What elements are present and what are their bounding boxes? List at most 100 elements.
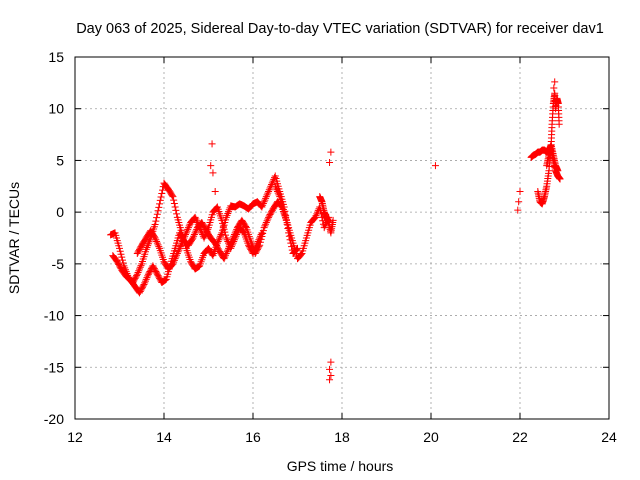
data-point <box>259 201 267 209</box>
data-point <box>555 120 563 128</box>
data-point <box>201 232 209 240</box>
data-point <box>150 233 158 241</box>
data-point <box>253 241 261 249</box>
data-point <box>192 215 200 223</box>
data-point <box>154 207 162 215</box>
data-point <box>273 186 281 194</box>
data-point <box>262 193 270 201</box>
data-point <box>258 229 266 237</box>
data-point <box>211 187 219 195</box>
data-point <box>116 244 123 252</box>
data-point <box>253 239 261 247</box>
data-point <box>268 179 276 187</box>
data-point <box>202 231 210 239</box>
data-point <box>230 236 238 244</box>
data-point <box>173 210 181 218</box>
data-point <box>157 193 165 201</box>
data-point <box>213 204 221 212</box>
data-point <box>190 232 198 240</box>
data-point <box>261 196 269 204</box>
data-point <box>514 206 522 214</box>
data-point <box>550 84 558 92</box>
data-point <box>217 231 225 239</box>
data-point <box>154 241 162 249</box>
data-point <box>215 236 223 244</box>
data-point <box>262 218 270 226</box>
data-point <box>191 229 199 237</box>
data-point <box>314 208 322 216</box>
data-point <box>182 231 190 239</box>
data-point <box>141 277 149 285</box>
data-point <box>220 225 228 233</box>
data-point <box>209 169 217 177</box>
x-tick-labels: 12 14 16 18 20 22 24 <box>67 429 617 445</box>
data-point <box>259 200 267 208</box>
data-point <box>222 231 230 239</box>
data-point <box>233 229 241 237</box>
data-point <box>203 227 211 235</box>
data-point <box>249 250 257 258</box>
data-point <box>155 243 163 251</box>
data-point <box>327 148 335 156</box>
data-point <box>144 272 152 280</box>
data-point <box>188 235 196 243</box>
data-point <box>175 246 183 254</box>
y-tick-label: 0 <box>56 204 64 220</box>
data-point <box>326 376 334 384</box>
data-point <box>158 190 166 198</box>
data-point <box>223 236 231 244</box>
data-point <box>179 236 187 244</box>
data-point <box>177 241 185 249</box>
data-point <box>173 250 181 258</box>
x-axis-label: GPS time / hours <box>287 458 394 474</box>
data-point <box>216 234 224 242</box>
data-point <box>182 229 190 237</box>
data-point <box>133 272 141 280</box>
data-point <box>272 184 280 192</box>
y-axis-label: SDTVAR / TECUs <box>6 182 22 294</box>
data-point <box>255 236 263 244</box>
data-point <box>239 227 247 235</box>
data-point <box>168 191 176 199</box>
data-point <box>329 216 337 224</box>
data-point <box>327 372 335 380</box>
data-point <box>152 217 160 225</box>
data-point <box>139 282 147 290</box>
data-point <box>229 239 237 247</box>
data-point <box>171 255 179 263</box>
data-point <box>516 187 524 195</box>
data-point <box>156 200 164 208</box>
data-point <box>220 255 228 263</box>
data-point <box>134 268 142 276</box>
data-point <box>196 224 204 232</box>
data-point <box>250 248 258 256</box>
grid <box>75 57 609 419</box>
data-point <box>204 225 212 233</box>
data-point <box>176 244 184 252</box>
data-point <box>118 256 126 264</box>
x-tick-label: 20 <box>423 429 439 445</box>
x-tick-label: 18 <box>334 429 350 445</box>
data-point <box>153 214 161 222</box>
data-point <box>155 203 163 211</box>
y-tick-label: -20 <box>44 411 64 427</box>
data-point <box>172 206 180 214</box>
data-point <box>183 227 191 235</box>
data-point <box>431 162 439 170</box>
data-point <box>230 237 238 245</box>
data-point <box>264 215 272 223</box>
data-point <box>207 162 215 170</box>
data-point <box>169 260 177 268</box>
data-point <box>152 236 160 244</box>
data-point <box>239 228 247 236</box>
y-tick-label: 10 <box>48 101 64 117</box>
data-point <box>117 250 125 258</box>
data-point <box>151 221 159 229</box>
data-point <box>133 270 141 278</box>
y-tick-label: 15 <box>48 49 64 65</box>
data-point <box>161 276 169 284</box>
data-point <box>296 251 304 259</box>
data-point <box>224 237 232 245</box>
data-point <box>260 198 268 206</box>
data-point <box>170 196 178 204</box>
